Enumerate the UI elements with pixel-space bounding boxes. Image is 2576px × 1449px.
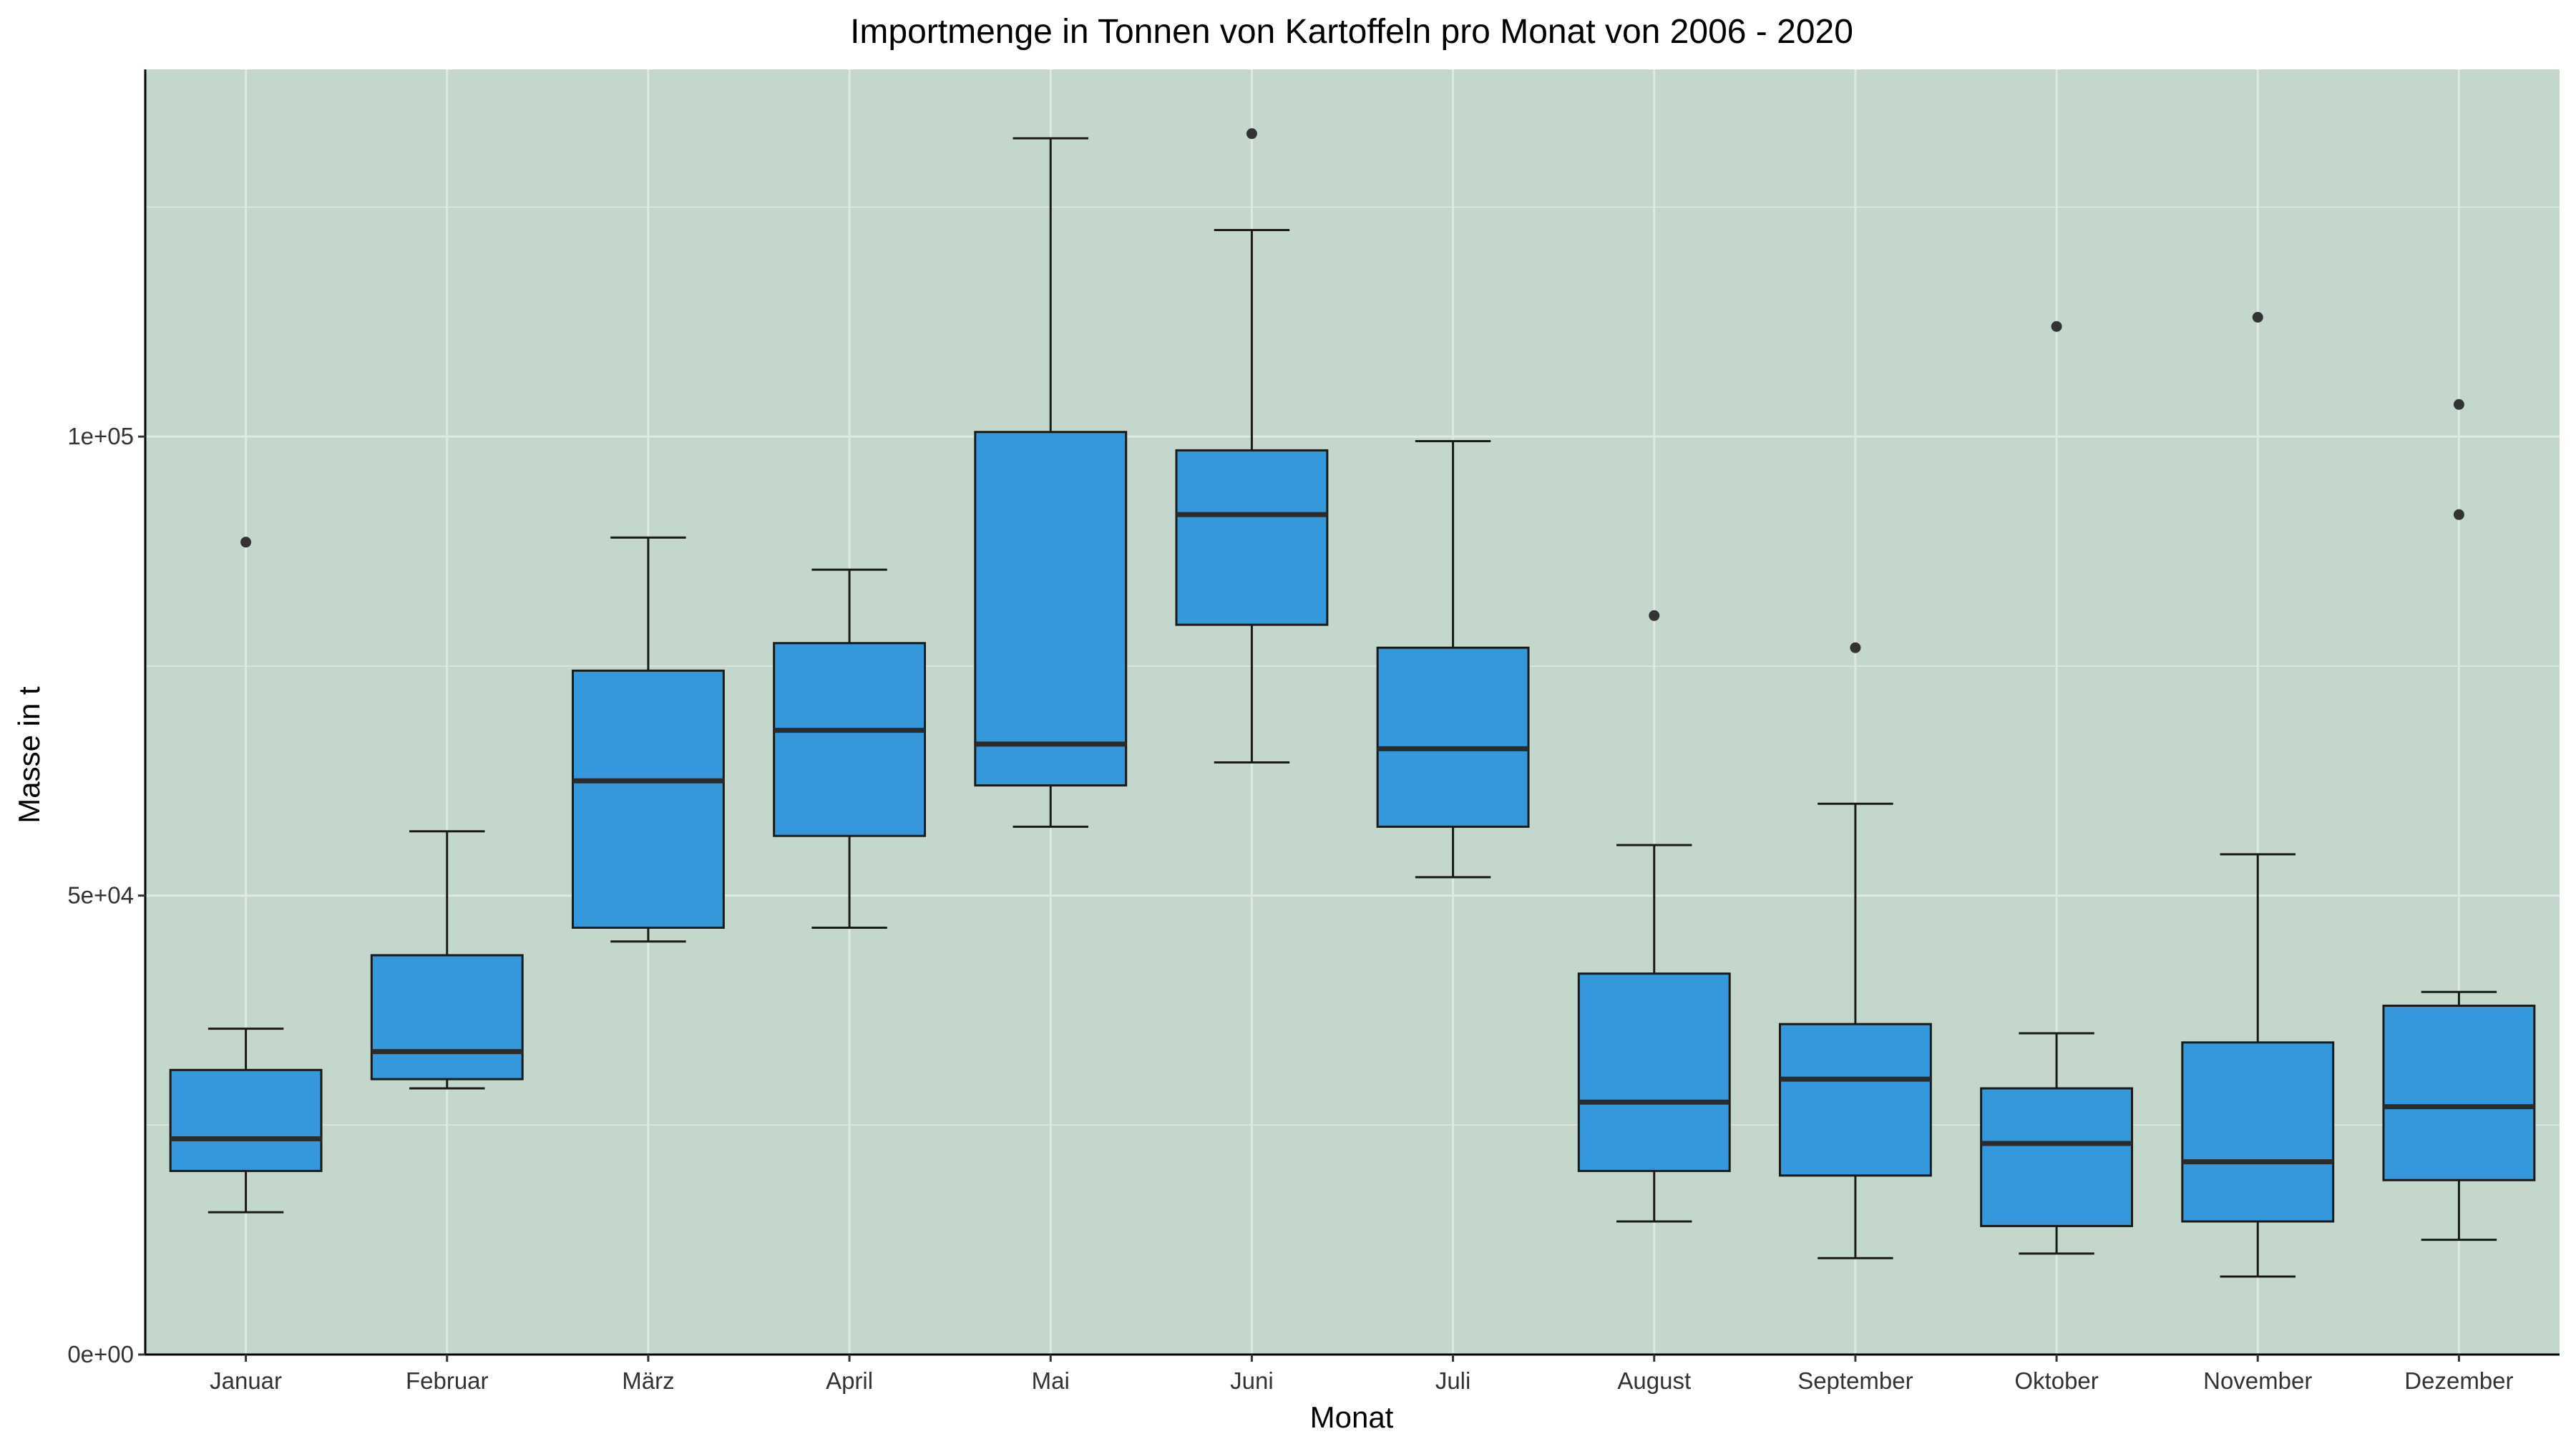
- axes: 0e+00 5e+04 1e+05 Januar Februar März April Mai…: [67, 69, 2560, 1394]
- box-iqr: [2382, 1005, 2536, 1181]
- x-tick-label: Januar: [210, 1367, 282, 1394]
- x-tick-label: November: [2203, 1367, 2312, 1394]
- box-group-5: [974, 137, 1128, 828]
- box-group-10: [1980, 321, 2134, 1255]
- outlier-point: [2051, 321, 2062, 332]
- y-tick-label: 5e+04: [67, 882, 134, 909]
- box-iqr: [571, 669, 725, 929]
- x-tick-label: Juli: [1435, 1367, 1471, 1394]
- box-group-7: [1376, 440, 1530, 879]
- x-tick-label: Dezember: [2404, 1367, 2513, 1394]
- box-iqr: [773, 642, 927, 837]
- box-group-6: [1175, 128, 1329, 764]
- box-group-4: [773, 568, 927, 929]
- outlier-point: [1246, 128, 1257, 140]
- x-tick-label: März: [622, 1367, 674, 1394]
- outlier-point: [1649, 610, 1660, 621]
- outlier-point: [2453, 509, 2464, 520]
- boxes: [169, 128, 2536, 1278]
- box-iqr: [169, 1068, 323, 1172]
- box-group-9: [1778, 642, 1932, 1259]
- x-tick-label: September: [1797, 1367, 1913, 1394]
- box-iqr: [1980, 1087, 2134, 1227]
- box-group-1: [169, 537, 323, 1214]
- box-iqr: [370, 954, 524, 1080]
- x-tick-label: August: [1617, 1367, 1691, 1394]
- chart-title: Importmenge in Tonnen von Kartoffeln pro…: [850, 13, 1853, 51]
- box-iqr: [1577, 972, 1731, 1172]
- y-tick-label: 1e+05: [67, 423, 134, 449]
- x-tick-label: Mai: [1032, 1367, 1070, 1394]
- outlier-point: [1850, 642, 1861, 653]
- box-iqr: [1175, 449, 1329, 626]
- box-group-11: [2181, 311, 2335, 1278]
- outlier-point: [240, 537, 252, 548]
- box-iqr: [974, 431, 1128, 787]
- box-iqr: [2181, 1041, 2335, 1223]
- x-tick-label: Februar: [406, 1367, 489, 1394]
- box-iqr: [1376, 646, 1530, 828]
- box-iqr: [1778, 1023, 1932, 1177]
- y-tick-label: 0e+00: [67, 1341, 134, 1367]
- y-axis-title: Masse in t: [12, 686, 46, 824]
- x-tick-label: Juni: [1230, 1367, 1274, 1394]
- box-group-3: [571, 536, 725, 943]
- box-group-12: [2382, 399, 2536, 1241]
- x-axis-title: Monat: [1310, 1400, 1394, 1434]
- outlier-point: [2252, 311, 2263, 323]
- x-tick-label: Oktober: [2014, 1367, 2098, 1394]
- plot-panel: [145, 69, 2560, 1355]
- box-group-8: [1577, 610, 1731, 1223]
- box-group-2: [370, 830, 524, 1090]
- x-tick-label: April: [826, 1367, 873, 1394]
- outlier-point: [2453, 399, 2464, 410]
